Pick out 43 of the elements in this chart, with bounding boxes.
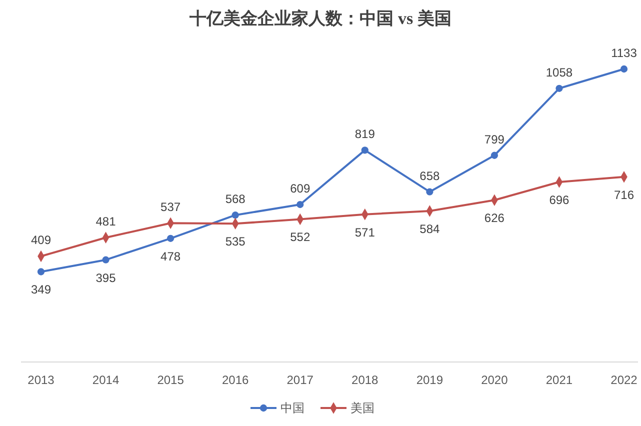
data-label: 568 — [225, 192, 246, 206]
data-label: 349 — [30, 282, 52, 297]
x-tick-label: 2021 — [546, 373, 573, 387]
x-tick-label: 2014 — [92, 373, 120, 387]
x-tick-label: 2015 — [157, 373, 184, 387]
data-label: 478 — [160, 249, 181, 264]
x-tick-label: 2016 — [222, 373, 250, 387]
data-label: 537 — [160, 200, 181, 214]
data-label: 395 — [96, 270, 116, 285]
x-tick-label: 2020 — [481, 373, 508, 387]
legend-label: 中国 — [280, 401, 304, 415]
point — [620, 65, 628, 73]
point — [37, 268, 45, 276]
point — [556, 84, 563, 92]
point — [296, 200, 304, 208]
data-label: 819 — [354, 127, 376, 142]
x-tick-label: 2019 — [416, 373, 444, 387]
data-label: 584 — [420, 222, 440, 236]
data-label: 658 — [420, 168, 440, 183]
data-label: 481 — [96, 214, 116, 229]
data-label: 409 — [30, 233, 52, 248]
data-label: 626 — [484, 211, 505, 226]
data-label: 716 — [614, 188, 634, 202]
x-tick-label: 2022 — [610, 373, 638, 387]
point — [490, 152, 498, 159]
chart-title: 十亿美金企业家人数：中国 vs 美国 — [188, 9, 452, 28]
data-label: 696 — [549, 193, 570, 208]
x-tick-label: 2018 — [352, 373, 379, 387]
point — [102, 256, 110, 264]
data-label: 1058 — [546, 65, 573, 80]
point — [232, 212, 239, 219]
data-label: 552 — [290, 230, 310, 244]
data-label: 571 — [354, 225, 376, 240]
legend-label: 美国 — [350, 401, 374, 415]
data-label: 799 — [484, 132, 505, 146]
point — [361, 146, 368, 154]
point — [426, 188, 434, 196]
data-label: 609 — [290, 182, 310, 196]
data-label: 1133 — [611, 46, 638, 60]
x-tick-label: 2017 — [286, 373, 314, 387]
data-label: 535 — [225, 234, 246, 249]
x-tick-label: 2013 — [28, 373, 55, 387]
point — [166, 234, 174, 242]
